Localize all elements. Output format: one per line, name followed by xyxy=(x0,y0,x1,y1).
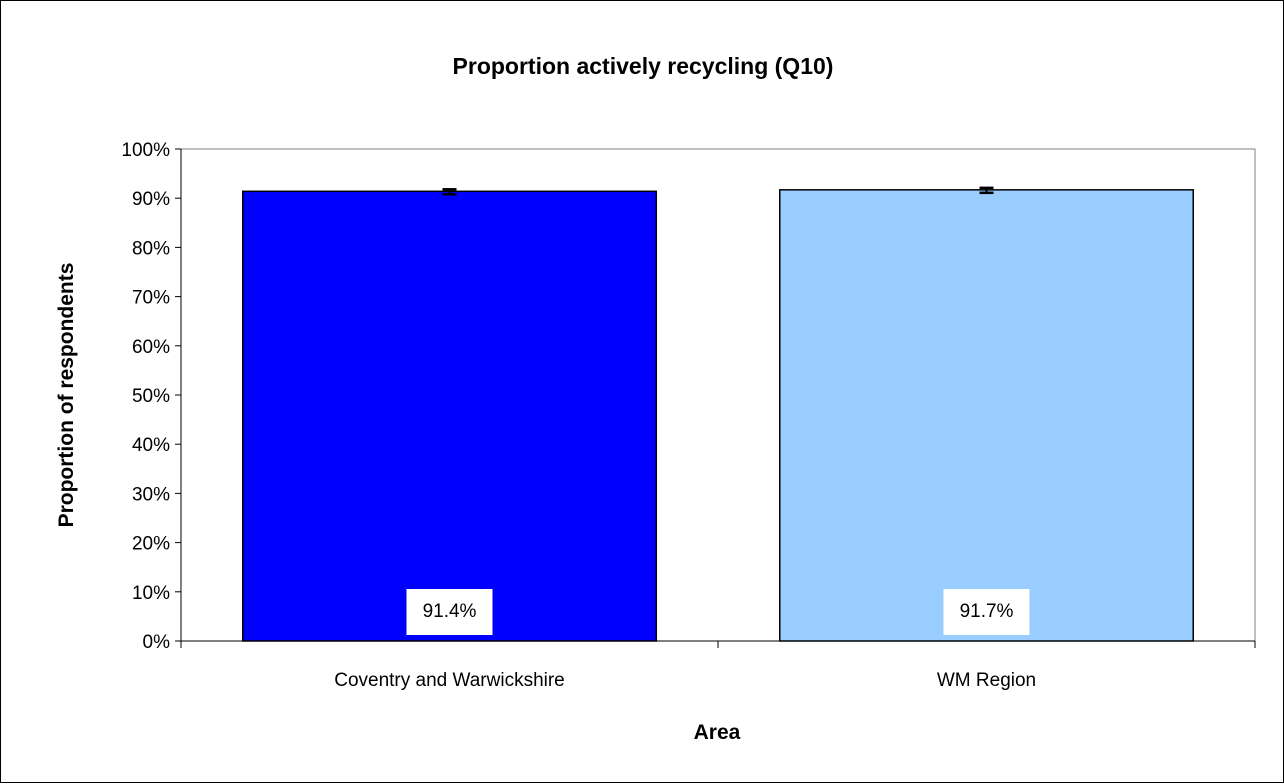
y-tick-label: 80% xyxy=(132,238,170,259)
bars: 91.4% 91.7% xyxy=(242,186,1194,642)
y-tick-label: 50% xyxy=(132,386,170,407)
bar xyxy=(779,189,1194,642)
x-axis-title: Area xyxy=(694,721,741,744)
y-axis-title: Proportion of respondents xyxy=(55,263,78,528)
y-tick-label: 0% xyxy=(143,632,171,653)
x-axis: Coventry and Warwickshire WM Region xyxy=(180,640,1256,691)
data-label-box xyxy=(943,589,1030,635)
data-label: 91.7% xyxy=(960,601,1014,622)
x-tick-label: Coventry and Warwickshire xyxy=(334,670,565,691)
data-label: 91.4% xyxy=(423,601,477,622)
y-tick-label: 70% xyxy=(132,288,170,309)
y-tick-label: 40% xyxy=(132,435,170,456)
y-tick-label: 30% xyxy=(132,484,170,505)
x-tick-label: WM Region xyxy=(937,670,1036,691)
y-tick-label: 60% xyxy=(132,337,170,358)
chart-title: Proportion actively recycling (Q10) xyxy=(453,53,834,79)
data-label-box xyxy=(406,589,493,635)
y-axis: 0% 10% 20% 30% 40% 50% 60% 70% 80% 90% 100% xyxy=(121,140,182,653)
y-tick-label: 20% xyxy=(132,534,170,555)
y-tick-label: 100% xyxy=(121,140,170,161)
y-tick-label: 10% xyxy=(132,583,170,604)
y-tick-label: 90% xyxy=(132,189,170,210)
bar xyxy=(242,190,657,642)
